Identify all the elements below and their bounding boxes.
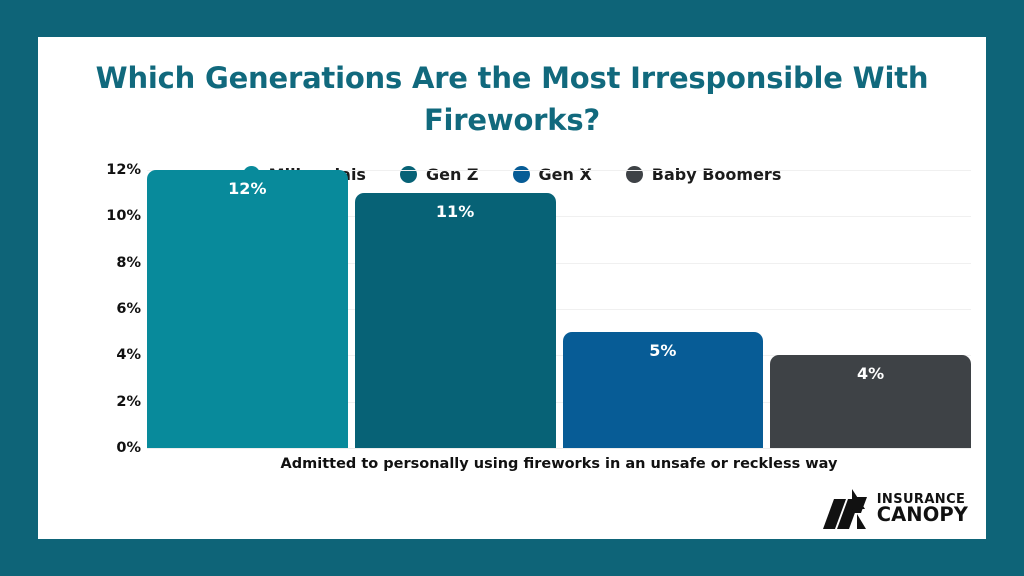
- bar-value-millennials: 12%: [228, 179, 267, 198]
- gridline-0: [147, 448, 971, 449]
- y-tick-4: 4%: [116, 347, 141, 364]
- y-tick-10: 10%: [106, 208, 141, 225]
- bar-column-baby-boomers: 4%: [770, 170, 971, 448]
- y-axis: 12% 10% 8% 6% 4% 2% 0%: [103, 162, 141, 456]
- logo-wordmark: INSURANCE CANOPY: [876, 491, 968, 526]
- bar-value-gen-z: 11%: [435, 202, 475, 222]
- gridline-8: [147, 262, 971, 264]
- bar-value-baby-boomers: 4%: [856, 364, 885, 384]
- gridline-10: [147, 216, 971, 218]
- chart-gridlines: [147, 170, 971, 449]
- logo-line-canopy: CANOPY: [876, 502, 968, 526]
- y-tick-0: 0%: [116, 440, 141, 456]
- legend-label-gen-z: Gen Z: [425, 165, 479, 184]
- bar-value-gen-x: 5%: [649, 341, 677, 361]
- bar-column-gen-z: 11%: [354, 170, 556, 448]
- chart-plot-area: 12% 10% 8% 6% 4% 2% 0% 12%: [103, 162, 971, 500]
- bar-gen-x[interactable]: 5%: [562, 332, 764, 448]
- gridline-4: [147, 355, 971, 357]
- y-tick-2: 2%: [116, 393, 141, 410]
- logo-line-insurance: INSURANCE: [876, 491, 966, 507]
- bar-baby-boomers[interactable]: 4%: [770, 355, 971, 448]
- x-axis-label: Admitted to personally using fireworks i…: [280, 456, 838, 472]
- legend-label-baby-boomers: Baby Boomers: [651, 165, 782, 184]
- gridline-12: [147, 170, 971, 171]
- page-title: Which Generations Are the Most Irrespons…: [95, 61, 929, 138]
- bar-column-millennials: 12%: [147, 170, 348, 448]
- gridline-6: [147, 309, 971, 310]
- chart-bars: 12% 11% 5% 4%: [147, 170, 971, 448]
- bar-gen-z[interactable]: 11%: [354, 193, 556, 448]
- brand-logo: INSURANCE CANOPY: [821, 487, 968, 531]
- chart-card: Which Generations Are the Most Irrespons…: [38, 37, 986, 539]
- bar-millennials[interactable]: 12%: [147, 170, 348, 448]
- legend-label-gen-x: Gen X: [538, 165, 592, 184]
- gridline-2: [147, 401, 971, 403]
- y-tick-8: 8%: [116, 254, 141, 271]
- bar-column-gen-x: 5%: [562, 170, 764, 448]
- canopy-mark-icon: [822, 489, 867, 529]
- y-tick-12: 12%: [106, 162, 141, 178]
- y-tick-6: 6%: [116, 301, 141, 317]
